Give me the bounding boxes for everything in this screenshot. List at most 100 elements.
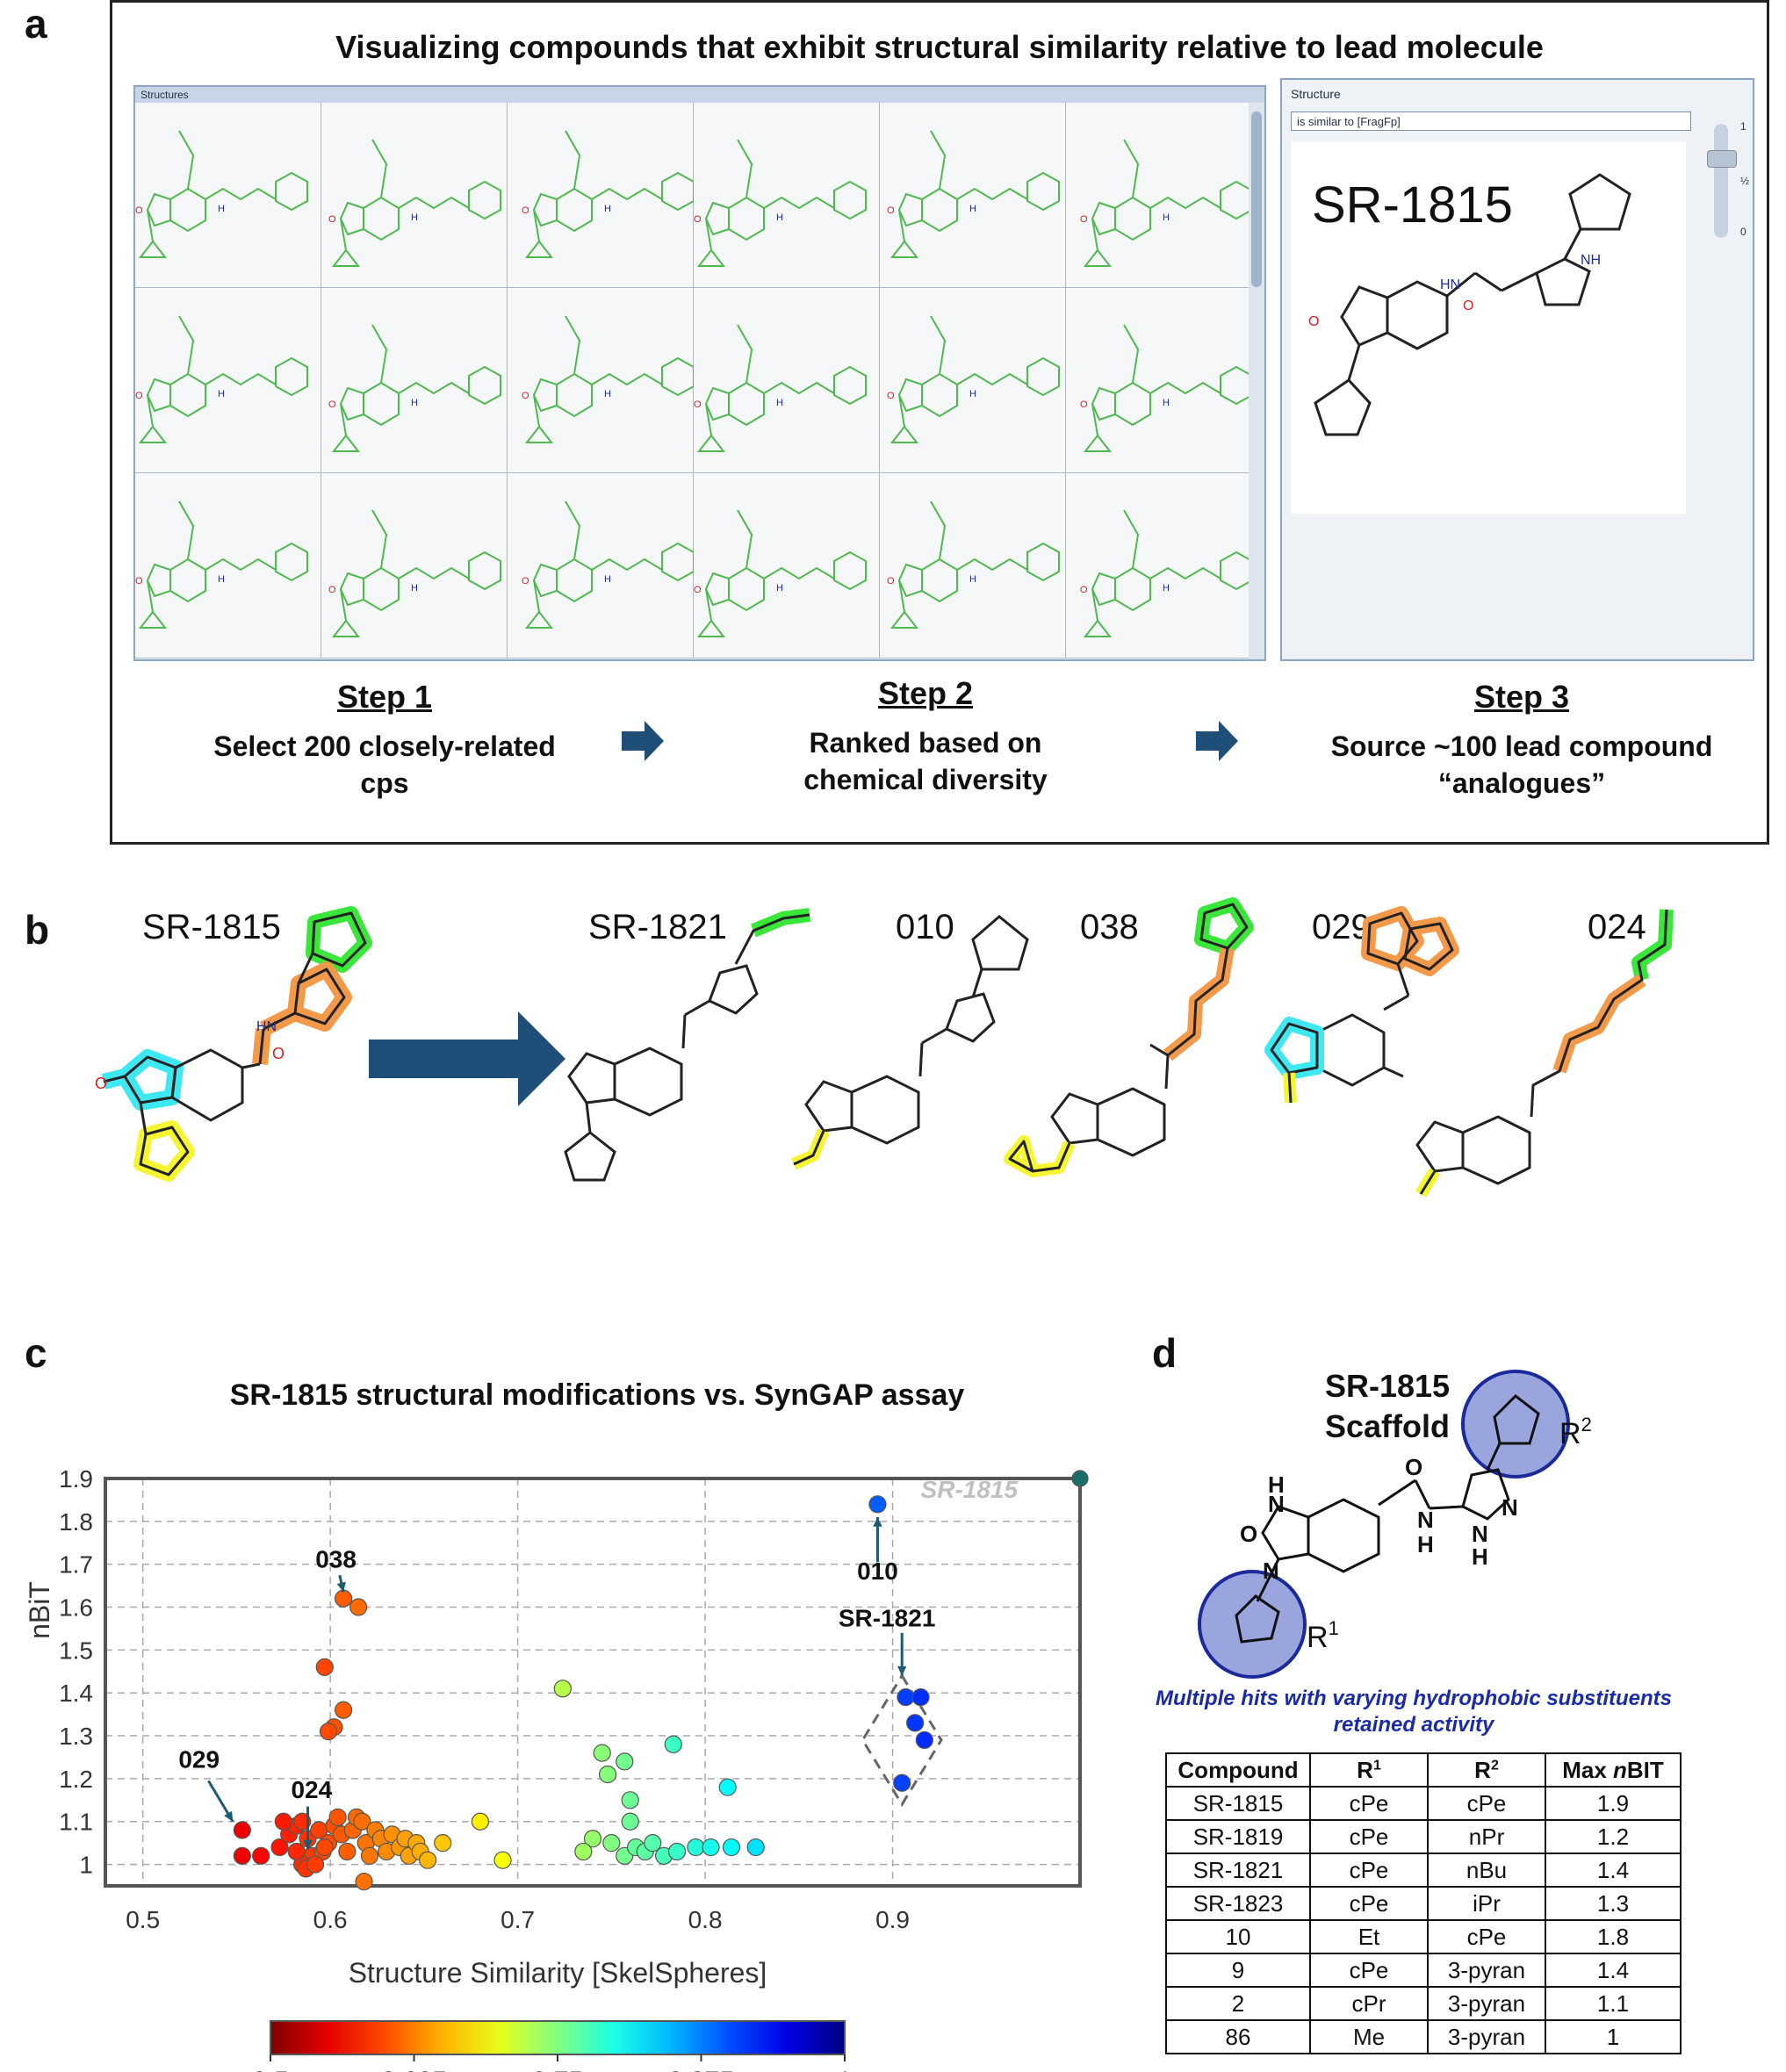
annotation-038-arrow-head bbox=[336, 1581, 346, 1593]
table-row: 9 cPe 3-pyran 1.4 bbox=[1165, 1953, 1682, 1988]
plot-frame bbox=[104, 1477, 1082, 1888]
data-point bbox=[252, 1846, 270, 1865]
lead-structure-drawing: SR-1815 NH HN O O bbox=[1308, 173, 1631, 436]
x-axis-label: Structure Similarity [SkelSpheres] bbox=[349, 1957, 767, 1989]
svg-text:H: H bbox=[776, 583, 783, 594]
annotation-024-arrow-head bbox=[303, 1839, 313, 1850]
table-cell: 9 bbox=[1165, 1953, 1311, 1988]
data-point bbox=[233, 1846, 251, 1865]
step-2: Step 2 Ranked based on chemical diversit… bbox=[680, 675, 1171, 798]
svg-text:H: H bbox=[969, 574, 976, 585]
similarity-slider-thumb[interactable] bbox=[1707, 150, 1737, 168]
data-point bbox=[593, 1744, 611, 1762]
svg-text:N: N bbox=[1472, 1521, 1488, 1547]
data-point bbox=[911, 1687, 930, 1707]
panel-b-structures: O HN O bbox=[95, 897, 1674, 1198]
data-point bbox=[334, 1589, 353, 1608]
svg-text:H: H bbox=[1417, 1531, 1434, 1558]
data-point bbox=[664, 1735, 682, 1753]
data-point bbox=[349, 1598, 368, 1616]
data-point bbox=[906, 1714, 925, 1732]
colorbar-tick-label: 0.625 bbox=[381, 2067, 447, 2072]
data-point bbox=[328, 1808, 347, 1826]
svg-text:O: O bbox=[522, 391, 529, 401]
svg-text:O: O bbox=[694, 399, 702, 410]
x-tick-label: 0.6 bbox=[313, 1906, 348, 1933]
038-structure bbox=[1004, 897, 1254, 1177]
mol-label-sr1815: SR-1815 bbox=[142, 908, 281, 946]
scrollbar-thumb[interactable] bbox=[1251, 112, 1262, 287]
svg-text:H: H bbox=[1472, 1543, 1488, 1570]
svg-text:O: O bbox=[135, 205, 143, 216]
header-r1: R1 bbox=[1309, 1752, 1429, 1788]
data-point bbox=[574, 1842, 593, 1861]
data-point bbox=[315, 1838, 334, 1857]
structure-query-window[interactable]: Structure is similar to [FragFp] SR-1815 bbox=[1280, 78, 1754, 661]
data-point bbox=[360, 1846, 379, 1865]
svg-text:O: O bbox=[522, 576, 529, 586]
scaffold-title-line2: Scaffold bbox=[1324, 1408, 1450, 1444]
annotation-029: 029 bbox=[178, 1746, 220, 1773]
024-structure bbox=[1415, 909, 1674, 1198]
slider-label-mid: ½ bbox=[1740, 175, 1750, 187]
data-point bbox=[621, 1812, 639, 1831]
table-cell: nBu bbox=[1427, 1853, 1546, 1888]
table-cell: cPe bbox=[1309, 1819, 1429, 1854]
table-cell: cPe bbox=[1309, 1953, 1429, 1988]
svg-text:H: H bbox=[1268, 1471, 1285, 1498]
step-2-desc-line1: Ranked based on bbox=[809, 727, 1042, 759]
hits-note: Multiple hits with varying hydrophobic s… bbox=[1155, 1687, 1673, 1737]
svg-text:O: O bbox=[328, 399, 336, 410]
data-point bbox=[644, 1834, 662, 1853]
structures-scrollbar[interactable] bbox=[1249, 103, 1264, 659]
sar-table: Compound R1 R2 Max nBIT SR-1815 cPe cPe 1.9… bbox=[1165, 1752, 1682, 2054]
data-point bbox=[419, 1851, 437, 1869]
svg-text:O: O bbox=[95, 1075, 107, 1092]
similarity-select[interactable]: is similar to [FragFp] bbox=[1291, 112, 1691, 131]
mol-label-010: 010 bbox=[896, 908, 954, 946]
scaffold-title-line1: SR-1815 bbox=[1324, 1368, 1451, 1404]
svg-text:O: O bbox=[135, 391, 143, 401]
similarity-slider-track[interactable] bbox=[1714, 124, 1728, 238]
x-tick-label: 0.7 bbox=[501, 1906, 535, 1933]
sr1821-structure bbox=[564, 908, 811, 1182]
table-cell: Et bbox=[1309, 1919, 1429, 1954]
table-cell: cPe bbox=[1427, 1786, 1546, 1821]
table-row: 10 Et cPe 1.8 bbox=[1165, 1919, 1682, 1954]
plot-area bbox=[105, 1478, 1080, 1886]
svg-text:H: H bbox=[218, 574, 225, 585]
y-tick-label: 1.8 bbox=[59, 1508, 93, 1536]
data-point bbox=[598, 1765, 617, 1784]
svg-text:H: H bbox=[411, 212, 418, 223]
data-point bbox=[621, 1791, 639, 1809]
panel-letter-a: a bbox=[25, 1, 47, 47]
mol-label-038: 038 bbox=[1080, 908, 1139, 946]
